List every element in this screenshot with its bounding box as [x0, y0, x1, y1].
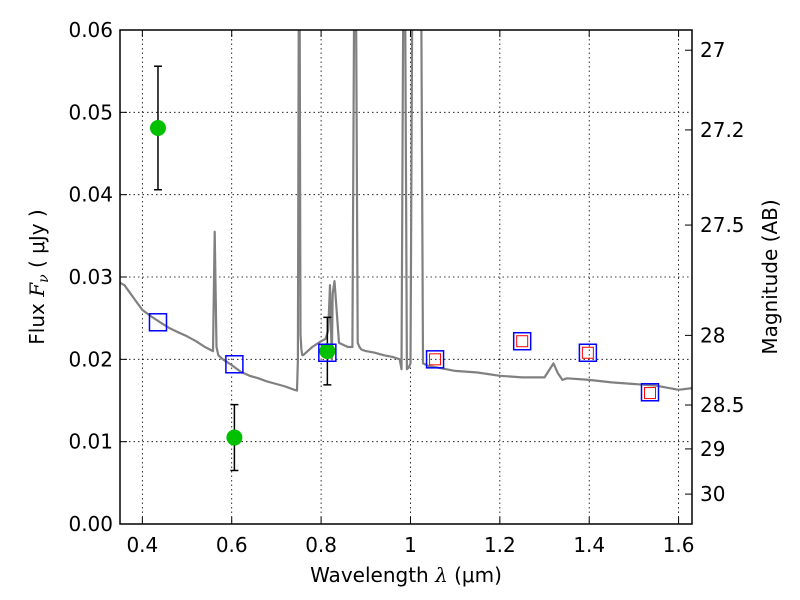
- model-square-red: [516, 335, 529, 348]
- observed-point: [319, 343, 336, 360]
- spectrum-line: [120, 30, 692, 392]
- model-square-blue: [225, 355, 244, 374]
- model-square-blue: [512, 331, 532, 351]
- plot-area: [120, 30, 692, 472]
- x-tick-label: 1.2: [484, 533, 516, 557]
- x-tick-label: 1: [404, 533, 417, 557]
- y2-tick-label: 27.2: [700, 118, 745, 142]
- model-square-blue: [640, 383, 660, 402]
- x-tick-label: 0.4: [126, 533, 158, 557]
- y2-tick-label: 27: [700, 38, 725, 62]
- y2-tick-label: 27.5: [700, 213, 745, 237]
- model-square-blue: [425, 350, 445, 369]
- x-tick-label: 0.6: [216, 533, 248, 557]
- y-tick-label: 0.01: [68, 430, 113, 454]
- model-square-red: [643, 387, 656, 400]
- y-tick-label: 0.04: [68, 183, 113, 207]
- observed-point: [226, 429, 243, 446]
- model-square-red: [429, 353, 442, 366]
- y-axis-label: Flux Fν ( μJy ): [25, 209, 52, 344]
- x-tick-label: 1.6: [663, 533, 695, 557]
- x-tick-label: 1.4: [573, 533, 605, 557]
- x-tick-label: 0.8: [305, 533, 337, 557]
- y2-tick-label: 29: [700, 437, 725, 461]
- model-square-blue: [318, 343, 337, 362]
- y2-tick-label: 28: [700, 323, 725, 347]
- model-square-red: [581, 346, 594, 359]
- y-tick-label: 0.00: [68, 512, 113, 536]
- model-square-blue: [148, 313, 168, 332]
- y-tick-label: 0.02: [68, 347, 113, 371]
- y2-tick-label: 28.5: [700, 393, 745, 417]
- x-axis-label: Wavelength λ (μm): [310, 563, 502, 587]
- observed-point: [149, 119, 166, 136]
- y-tick-label: 0.03: [68, 265, 113, 289]
- y-tick-label: 0.06: [68, 18, 113, 42]
- y2-tick-label: 30: [700, 482, 725, 506]
- y-tick-label: 0.05: [68, 100, 113, 124]
- y2-axis-label: Magnitude (AB): [758, 199, 782, 354]
- tick-labels: 0.4 0.6 0.8 1 1.2 1.4 1.6 0.00 0.01 0.02 0.03 0.04 0…: [68, 18, 744, 557]
- axis-ticks: [120, 29, 692, 525]
- model-square-blue: [578, 343, 598, 362]
